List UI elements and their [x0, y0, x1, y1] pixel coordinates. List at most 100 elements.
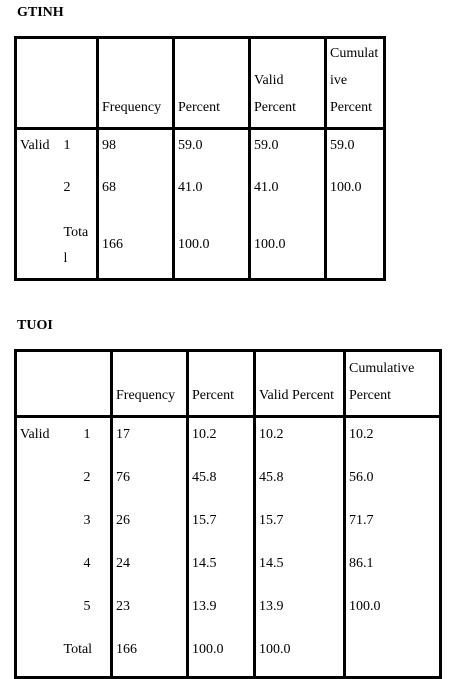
- row-label-total: Tota l: [61, 214, 99, 280]
- table-row: 5 23 13.9 13.9 100.0: [16, 590, 441, 633]
- cell-frequency: 23: [111, 590, 189, 633]
- header-frequency-label: Frequency: [102, 100, 162, 115]
- row-label-text: 5: [83, 599, 91, 614]
- cell-cumulative-percent: 86.1: [349, 556, 374, 571]
- row-label: 5: [61, 590, 113, 633]
- table-title-gtinh: GTINH: [17, 5, 64, 20]
- cell-frequency: 26: [111, 504, 189, 547]
- cell-percent: 15.7: [187, 504, 256, 547]
- group-label-empty: [16, 590, 62, 633]
- row-label: 1: [61, 128, 99, 172]
- table-row: 3 26 15.7 15.7 71.7: [16, 504, 441, 547]
- cell-valid-percent: 41.0: [249, 172, 327, 214]
- cell-cumulative-percent: [345, 633, 441, 678]
- table-row: Valid 1 98 59.0 59.0 59.0: [16, 128, 385, 172]
- group-label-empty: [16, 172, 62, 214]
- row-label: 2: [61, 461, 113, 504]
- table-row-total: Total 166 100.0 100.0: [16, 633, 441, 678]
- cell-frequency: 98: [97, 128, 175, 172]
- header-frequency: Frequency: [111, 350, 189, 417]
- row-label: 3: [61, 504, 113, 547]
- row-label-total: Total: [61, 633, 113, 678]
- cell-frequency: 166: [111, 633, 189, 678]
- cell-valid-percent: 100.0: [254, 633, 346, 678]
- header-cumulative-percent: Cumulative Percent: [345, 351, 441, 417]
- row-label-text: 1: [83, 427, 91, 442]
- row-label-total-line2: l: [63, 251, 68, 266]
- table-row-total: Tota l 166 100.0 100.0: [16, 214, 385, 280]
- row-label: 4: [61, 547, 113, 590]
- header-percent-label: Percent: [192, 388, 234, 403]
- cell-cumulative-percent: 10.2: [349, 427, 374, 442]
- header-frequency: Frequency: [97, 37, 175, 129]
- cell-percent: 100.0: [173, 214, 251, 280]
- table-title-tuoi: TUOI: [17, 318, 53, 333]
- cell-cumulative-percent: 100.0: [349, 599, 381, 614]
- cell-valid-percent: 10.2: [254, 416, 346, 461]
- row-label-text: 2: [83, 470, 91, 485]
- group-label-empty: [16, 547, 62, 590]
- cell-valid-percent: 15.7: [254, 504, 346, 547]
- group-label-empty: [16, 504, 62, 547]
- header-empty-cell: [61, 350, 113, 417]
- row-label-text: 4: [83, 556, 91, 571]
- header-cumulative-line3: Percent: [330, 100, 372, 115]
- cell-valid-percent: 14.5: [254, 547, 346, 590]
- frequency-table-tuoi: Frequency Percent Valid Percent Cumulati…: [14, 349, 442, 679]
- header-cumulative-percent: Cumulat ive Percent: [326, 38, 385, 129]
- header-empty-cell: [61, 37, 99, 129]
- header-valid-percent-line1: Valid: [254, 73, 284, 88]
- cell-percent: 14.5: [187, 547, 256, 590]
- group-label-valid: Valid: [20, 138, 50, 153]
- cell-frequency: 68: [97, 172, 175, 214]
- header-frequency-label: Frequency: [116, 388, 176, 403]
- cell-frequency: 24: [111, 547, 189, 590]
- cell-percent: 41.0: [173, 172, 251, 214]
- header-valid-percent-line2: Percent: [254, 100, 296, 115]
- header-cumulative-line2: Percent: [349, 388, 391, 403]
- cell-percent: 10.2: [187, 416, 256, 461]
- cell-cumulative-percent: 71.7: [349, 513, 374, 528]
- header-valid-percent-label: Valid Percent: [259, 388, 335, 403]
- table-row: 2 68 41.0 41.0 100.0: [16, 172, 385, 214]
- cell-frequency: 76: [111, 461, 189, 504]
- cell-valid-percent: 45.8: [254, 461, 346, 504]
- cell-percent: 59.0: [173, 128, 251, 172]
- cell-percent: 13.9: [187, 590, 256, 633]
- header-valid-percent: Valid Percent: [249, 37, 327, 129]
- header-cumulative-line2: ive: [330, 73, 348, 88]
- cell-cumulative-percent: 56.0: [349, 470, 374, 485]
- group-label-valid: Valid: [20, 427, 50, 442]
- group-label-empty: [16, 214, 62, 280]
- cell-valid-percent: 100.0: [249, 214, 327, 280]
- group-label-empty: [16, 461, 62, 504]
- cell-frequency: 166: [97, 214, 175, 280]
- table-row: 4 24 14.5 14.5 86.1: [16, 547, 441, 590]
- table-row: Valid 1 17 10.2 10.2 10.2: [16, 416, 441, 461]
- cell-percent: 100.0: [187, 633, 256, 678]
- cell-valid-percent: 59.0: [249, 128, 327, 172]
- cell-valid-percent: 13.9: [254, 590, 346, 633]
- header-valid-percent: Valid Percent: [254, 350, 346, 417]
- header-cumulative-line1: Cumulative: [349, 361, 415, 376]
- header-empty-cell: [16, 351, 62, 417]
- header-percent: Percent: [173, 37, 251, 129]
- table-header-row: Frequency Percent Valid Percent Cumulati…: [15, 350, 441, 417]
- cell-percent: 45.8: [187, 461, 256, 504]
- header-percent: Percent: [187, 350, 256, 417]
- group-label-empty: [16, 633, 62, 678]
- header-empty-cell: [16, 38, 62, 129]
- cell-cumulative-percent: 59.0: [330, 138, 355, 153]
- frequency-table-gtinh: Frequency Percent Valid Percent Cumulat iv…: [14, 36, 386, 281]
- table-row: 2 76 45.8 45.8 56.0: [16, 461, 441, 504]
- header-percent-label: Percent: [178, 100, 220, 115]
- cell-frequency: 17: [111, 416, 189, 461]
- row-label: 2: [61, 172, 99, 214]
- row-label-text: 3: [83, 513, 91, 528]
- table-header-row: Frequency Percent Valid Percent Cumulat iv…: [15, 37, 385, 129]
- header-cumulative-line1: Cumulat: [330, 46, 379, 61]
- cell-cumulative-percent: [326, 214, 385, 280]
- row-label-total-line1: Tota: [63, 225, 89, 240]
- cell-cumulative-percent: 100.0: [330, 180, 362, 195]
- row-label: 1: [61, 416, 113, 461]
